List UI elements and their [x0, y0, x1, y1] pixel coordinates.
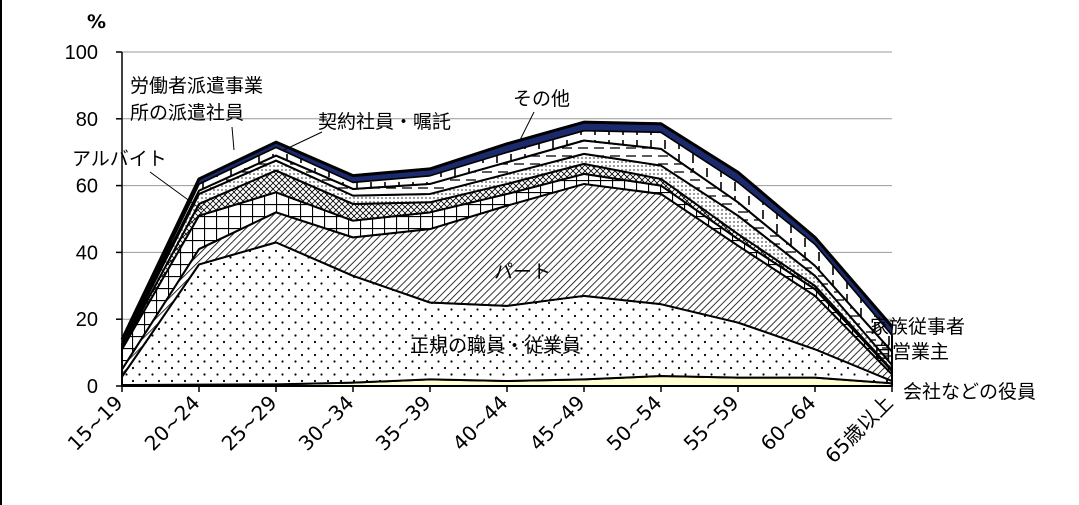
unit-label: %: [87, 11, 106, 33]
series-label-contract: 契約社員・嘱託: [318, 111, 451, 133]
y-tick-label: 0: [87, 376, 98, 398]
x-tick-label: 30~34: [294, 391, 359, 456]
leader-line-contract: [283, 131, 323, 151]
x-tick-label: 35~39: [371, 391, 436, 456]
y-tick-label: 80: [76, 109, 98, 131]
y-tick-label: 40: [76, 242, 98, 264]
y-tick-label: 60: [76, 176, 98, 198]
x-tick-label: 45~49: [525, 391, 590, 456]
leader-line-dispatched: [231, 126, 235, 151]
series-label-other: その他: [513, 88, 570, 110]
x-tick-label: 40~44: [448, 391, 513, 456]
series-label-self-employed: 自営業主: [873, 341, 949, 363]
series-label-arbeit: アルバイト: [72, 148, 167, 170]
y-tick-label: 100: [65, 42, 98, 64]
x-tick-label: 55~59: [679, 391, 744, 456]
series-label-regular: 正規の職員・従業員: [410, 335, 581, 357]
y-tick-labels: 0 20 40 60 80 100: [65, 42, 122, 398]
y-tick-label: 20: [76, 309, 98, 331]
x-tick-label: 60~64: [756, 391, 821, 456]
x-tick-labels: 15~19 20~24 25~29 30~34 35~39 40~44 45~49 50~54…: [63, 386, 898, 468]
total-outline: [120, 120, 894, 341]
area-series-layer: [120, 120, 894, 387]
leader-line-other: [519, 111, 535, 141]
series-label-dispatched-line1: 労働者派遣事業所の派遣社員: [130, 75, 263, 124]
x-tick-label: 65歳以上: [820, 391, 897, 468]
leader-line-arbeit: [149, 171, 203, 211]
x-tick-label: 50~54: [602, 391, 667, 456]
x-tick-label: 20~24: [140, 391, 205, 456]
series-labels: 労働者派遣事業所の派遣社員 契約社員・嘱託 その他 アルバイト パート 正規の職…: [72, 75, 1036, 403]
series-label-part: パート: [494, 261, 551, 283]
series-label-family: 家族従事者: [870, 316, 965, 338]
series-label-executive: 会社などの役員: [903, 381, 1036, 403]
x-tick-label: 25~29: [217, 391, 282, 456]
x-tick-label: 15~19: [63, 391, 128, 456]
